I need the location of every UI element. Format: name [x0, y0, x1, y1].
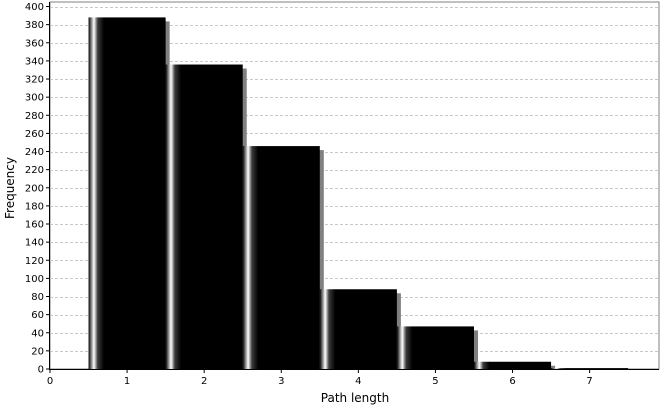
y-tick-label: 220	[25, 165, 44, 176]
y-tick-label: 160	[25, 220, 44, 231]
bars	[88, 17, 629, 369]
bar	[242, 146, 320, 369]
y-tick-label: 400	[25, 2, 44, 13]
y-tick-label: 140	[25, 238, 44, 249]
y-tick-label: 280	[25, 111, 44, 122]
y-tick-label: 240	[25, 147, 44, 158]
x-tick-label: 6	[509, 376, 515, 387]
y-tick-label: 260	[25, 129, 44, 140]
y-tick-label: 60	[31, 310, 44, 321]
y-tick-label: 360	[25, 38, 44, 49]
bar	[551, 368, 629, 369]
y-tick-label: 40	[31, 328, 44, 339]
x-tick-label: 4	[355, 376, 361, 387]
x-tick-label: 1	[124, 376, 130, 387]
x-axis-label: Path length	[321, 391, 389, 405]
x-tick-label: 5	[432, 376, 438, 387]
y-tick-label: 200	[25, 183, 44, 194]
bar	[165, 64, 243, 369]
y-tick-label: 300	[25, 93, 44, 104]
y-tick-label: 100	[25, 274, 44, 285]
x-tick-label: 7	[586, 376, 592, 387]
y-tick-label: 80	[31, 292, 44, 303]
x-tick-label: 0	[47, 376, 53, 387]
y-axis-label: Frequency	[3, 157, 17, 219]
y-tick-label: 180	[25, 201, 44, 212]
y-tick-label: 380	[25, 20, 44, 31]
x-tick-label: 2	[201, 376, 207, 387]
bar	[88, 17, 166, 369]
bar	[396, 326, 474, 369]
y-tick-label: 340	[25, 56, 44, 67]
y-tick-label: 0	[38, 365, 44, 376]
axes: 0204060801001201401601802002202402602803…	[25, 2, 659, 387]
y-tick-label: 320	[25, 75, 44, 86]
bar	[319, 289, 397, 369]
x-tick-label: 3	[278, 376, 284, 387]
y-tick-label: 120	[25, 256, 44, 267]
y-tick-label: 20	[31, 346, 44, 357]
bar	[473, 361, 552, 369]
